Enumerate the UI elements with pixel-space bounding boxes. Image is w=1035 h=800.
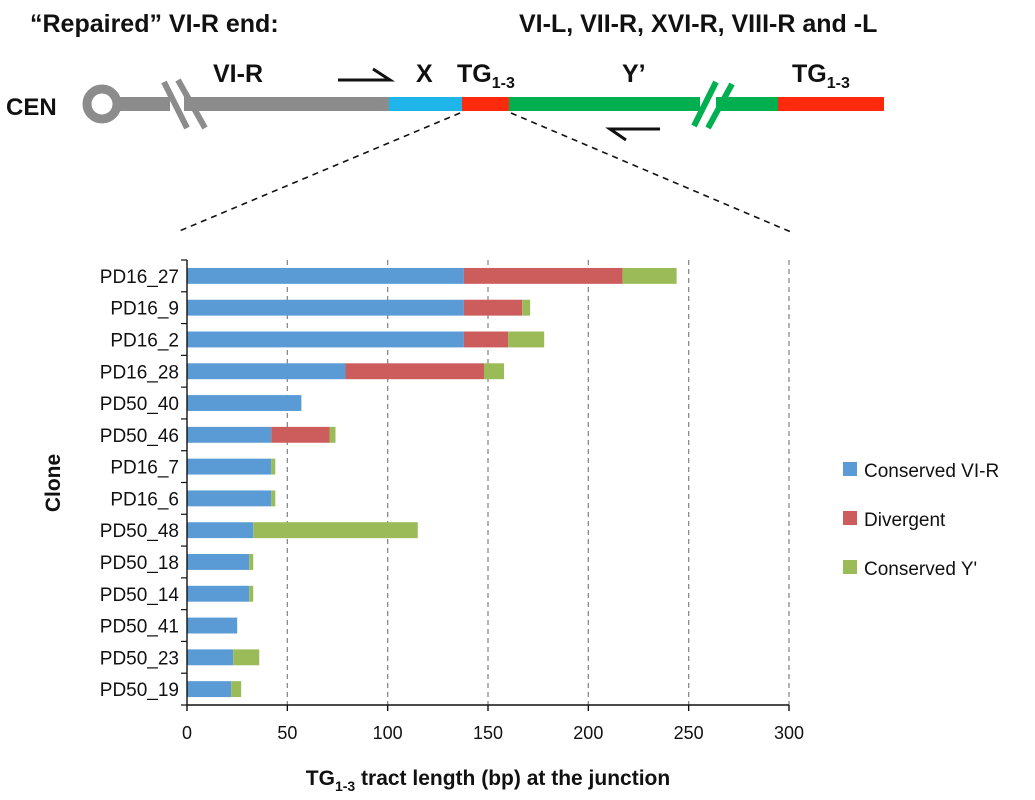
tg-label: TG1-3 [457,60,515,92]
x-tick-label: 0 [182,723,192,743]
category-label: PD50_14 [100,585,180,606]
legend-label: Conserved VI-R [864,461,999,482]
yprime-segment [509,97,779,111]
vir-label: VI-R [213,60,263,88]
bar-segment [508,331,545,348]
y-axis-title: Clone [42,454,65,512]
bar-segment [271,458,276,475]
bar-segment [187,267,464,284]
category-label: PD50_40 [100,394,179,415]
bar-segment [187,363,346,380]
x-tick-label: 50 [277,723,297,743]
bar-segment [233,649,260,666]
x-ticks [186,705,790,711]
bar-segment [622,267,677,284]
bar-segment [329,426,336,443]
x-tick-label: 250 [674,723,704,743]
category-labels: PD16_27 PD16_9 PD16_2 PD16_28 PD50_40 PD50_46… [100,267,180,701]
vir-segment [117,97,391,111]
legend: Conserved VI-R Divergent Conserved Y' [843,461,999,580]
bar-segment [187,395,302,411]
x-tick-labels: 0 50 100 150 200 250 300 [182,723,804,743]
bar-segment [187,490,272,507]
bar-segment [231,681,242,698]
zoom-line-left [176,112,461,233]
category-label: PD16_9 [110,299,179,320]
bar-chart: PD16_27 PD16_9 PD16_2 PD16_28 PD50_40 PD50_46… [100,259,804,743]
bar-segment [187,649,234,666]
tg-end-label: TG1-3 [792,60,850,92]
legend-label: Divergent [864,510,946,531]
category-label: PD16_2 [110,330,179,351]
bar-segment [187,554,250,570]
bar-segment [271,426,330,443]
bar-segment [187,522,254,539]
bar-segment [483,363,505,380]
bar-segment [187,299,464,316]
bar-segment [345,363,484,380]
bar-segment [522,299,531,316]
reverse-primer-arrow-icon [605,127,660,142]
bar-segment [187,617,238,634]
x-tick-label: 300 [774,723,804,743]
tg-end-segment [778,97,884,111]
centromere-icon [82,84,122,124]
legend-label: Conserved Y' [864,559,977,580]
bar-segment [463,267,623,284]
category-label: PD50_46 [100,426,179,447]
bar-segment [187,426,272,443]
category-label: PD16_7 [110,458,179,479]
bar-segment [463,299,523,316]
bar-segment [187,681,232,698]
category-label: PD50_18 [100,553,179,574]
category-label: PD50_48 [100,521,179,542]
bars [187,267,677,698]
repaired-title: “Repaired” VI-R end: [30,10,279,38]
category-label: PD50_41 [100,617,179,638]
bar-segment [187,458,272,475]
bar-segment [249,554,254,570]
x-tick-label: 200 [573,723,603,743]
legend-swatch [843,560,857,574]
bar-segment [187,331,464,348]
break-mark-icon [161,78,208,130]
x-tick-label: 100 [373,723,403,743]
x-tick-label: 150 [473,723,503,743]
bar-segment [249,585,254,602]
legend-swatch [843,462,857,476]
bar-segment [463,331,509,348]
donor-title: VI-L, VII-R, XVI-R, VIII-R and -L [519,10,877,38]
category-label: PD16_27 [100,267,179,288]
bar-segment [187,585,250,602]
legend-swatch [843,511,857,525]
category-label: PD16_6 [110,489,179,510]
x-segment [389,97,462,111]
y-ticks [181,259,187,706]
yprime-label: Y’ [622,60,646,88]
category-label: PD16_28 [100,362,179,383]
gridlines [286,260,790,705]
x-label: X [416,60,433,88]
bar-segment [253,522,418,539]
bar-segment [271,490,276,507]
forward-primer-arrow-icon [338,67,396,82]
category-label: PD50_23 [100,648,179,669]
category-label: PD50_19 [100,680,179,701]
cen-label: CEN [6,94,57,121]
break-mark-icon [691,80,735,130]
x-axis-title: TG1-3 tract length (bp) at the junction [306,767,670,794]
zoom-line-right [510,112,792,233]
tg-segment [462,97,509,111]
